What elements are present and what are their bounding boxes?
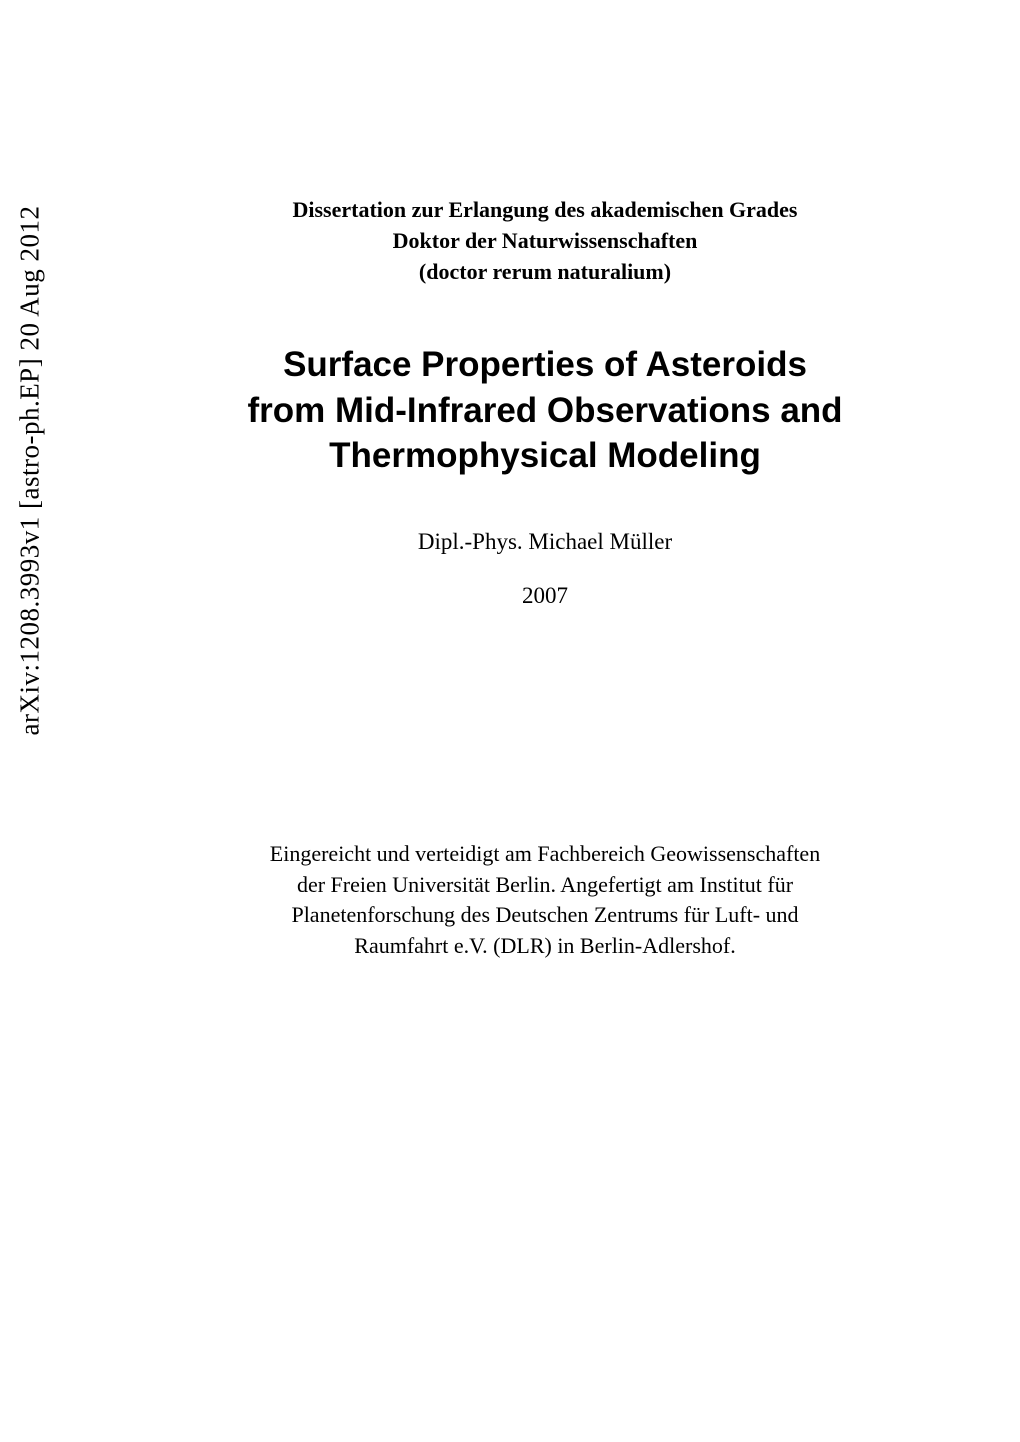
page-container: arXiv:1208.3993v1 [astro-ph.EP] 20 Aug 2… (0, 0, 1020, 1442)
footer-line-3: Planetenforschung des Deutschen Zentrums… (180, 900, 910, 931)
header-line-1: Dissertation zur Erlangung des akademisc… (180, 195, 910, 226)
footer-line-1: Eingereicht und verteidigt am Fachbereic… (180, 839, 910, 870)
thesis-title: Surface Properties of Asteroids from Mid… (180, 342, 910, 479)
content-area: Dissertation zur Erlangung des akademisc… (180, 195, 910, 962)
title-line-2: from Mid-Infrared Observations and (180, 388, 910, 434)
institution-footer: Eingereicht und verteidigt am Fachbereic… (180, 839, 910, 962)
year-block: 2007 (180, 583, 910, 609)
footer-line-2: der Freien Universität Berlin. Angeferti… (180, 870, 910, 901)
header-line-3: (doctor rerum naturalium) (180, 257, 910, 288)
footer-line-4: Raumfahrt e.V. (DLR) in Berlin-Adlershof… (180, 931, 910, 962)
title-line-3: Thermophysical Modeling (180, 433, 910, 479)
title-line-1: Surface Properties of Asteroids (180, 342, 910, 388)
arxiv-identifier: arXiv:1208.3993v1 [astro-ph.EP] 20 Aug 2… (15, 206, 46, 736)
dissertation-header: Dissertation zur Erlangung des akademisc… (180, 195, 910, 287)
author-block: Dipl.-Phys. Michael Müller (180, 529, 910, 555)
publication-year: 2007 (180, 583, 910, 609)
header-line-2: Doktor der Naturwissenschaften (180, 226, 910, 257)
author-name: Dipl.-Phys. Michael Müller (180, 529, 910, 555)
